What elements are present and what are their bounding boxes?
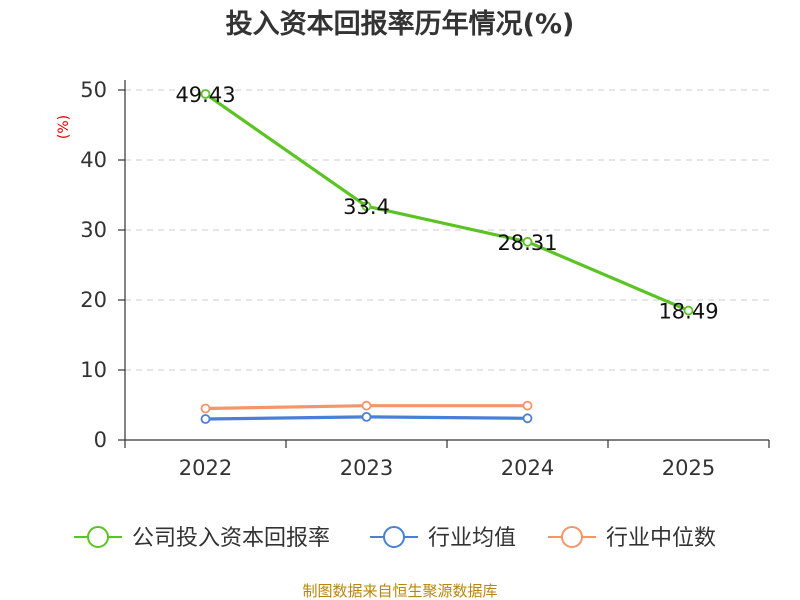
data-point xyxy=(361,201,372,212)
chart-title: 投入资本回报率历年情况(%) xyxy=(226,8,575,40)
data-point xyxy=(522,236,533,247)
legend-marker-1 xyxy=(383,526,405,548)
x-tick-label: 2022 xyxy=(179,456,232,480)
legend-label-2: 行业中位数 xyxy=(606,526,716,551)
legend-label-1: 行业均值 xyxy=(428,526,516,551)
data-labels: 49.43 33.4 28.31 18.49 xyxy=(175,83,718,324)
y-tick-label: 50 xyxy=(80,78,107,102)
y-tick-label: 0 xyxy=(94,428,107,452)
data-label: 28.31 xyxy=(497,231,557,255)
data-point xyxy=(361,400,372,411)
y-tick-label: 10 xyxy=(80,358,107,382)
x-tick-label: 2023 xyxy=(340,456,393,480)
axes xyxy=(118,80,770,448)
x-tick-label: 2025 xyxy=(662,456,715,480)
y-tick-label: 30 xyxy=(80,218,107,242)
data-point xyxy=(683,305,694,316)
series-line-0 xyxy=(204,92,690,313)
source-note: 制图数据来自恒生聚源数据库 xyxy=(302,582,497,600)
grid-lines xyxy=(125,89,769,371)
data-label: 49.43 xyxy=(175,83,235,107)
legend-label-0: 公司投入资本回报率 xyxy=(132,526,330,551)
data-label: 18.49 xyxy=(658,300,718,324)
data-point xyxy=(361,411,372,422)
legend-marker-0 xyxy=(87,526,109,548)
y-axis-label: (%) xyxy=(56,115,72,139)
x-tick-labels: 2022 2023 2024 2025 xyxy=(179,456,715,480)
data-point xyxy=(200,414,211,424)
data-point xyxy=(522,400,533,411)
data-point xyxy=(200,89,211,99)
data-point xyxy=(522,413,533,424)
y-tick-labels: 0 10 20 30 40 50 xyxy=(80,78,107,452)
data-point xyxy=(200,403,211,414)
y-tick-label: 40 xyxy=(80,148,107,172)
y-tick-label: 20 xyxy=(80,288,107,312)
x-tick-label: 2024 xyxy=(501,456,554,480)
legend: 公司投入资本回报率 行业均值 行业中位数 xyxy=(74,526,716,551)
legend-marker-2 xyxy=(561,526,583,548)
series-layer xyxy=(200,89,694,424)
data-label: 33.4 xyxy=(343,195,390,219)
